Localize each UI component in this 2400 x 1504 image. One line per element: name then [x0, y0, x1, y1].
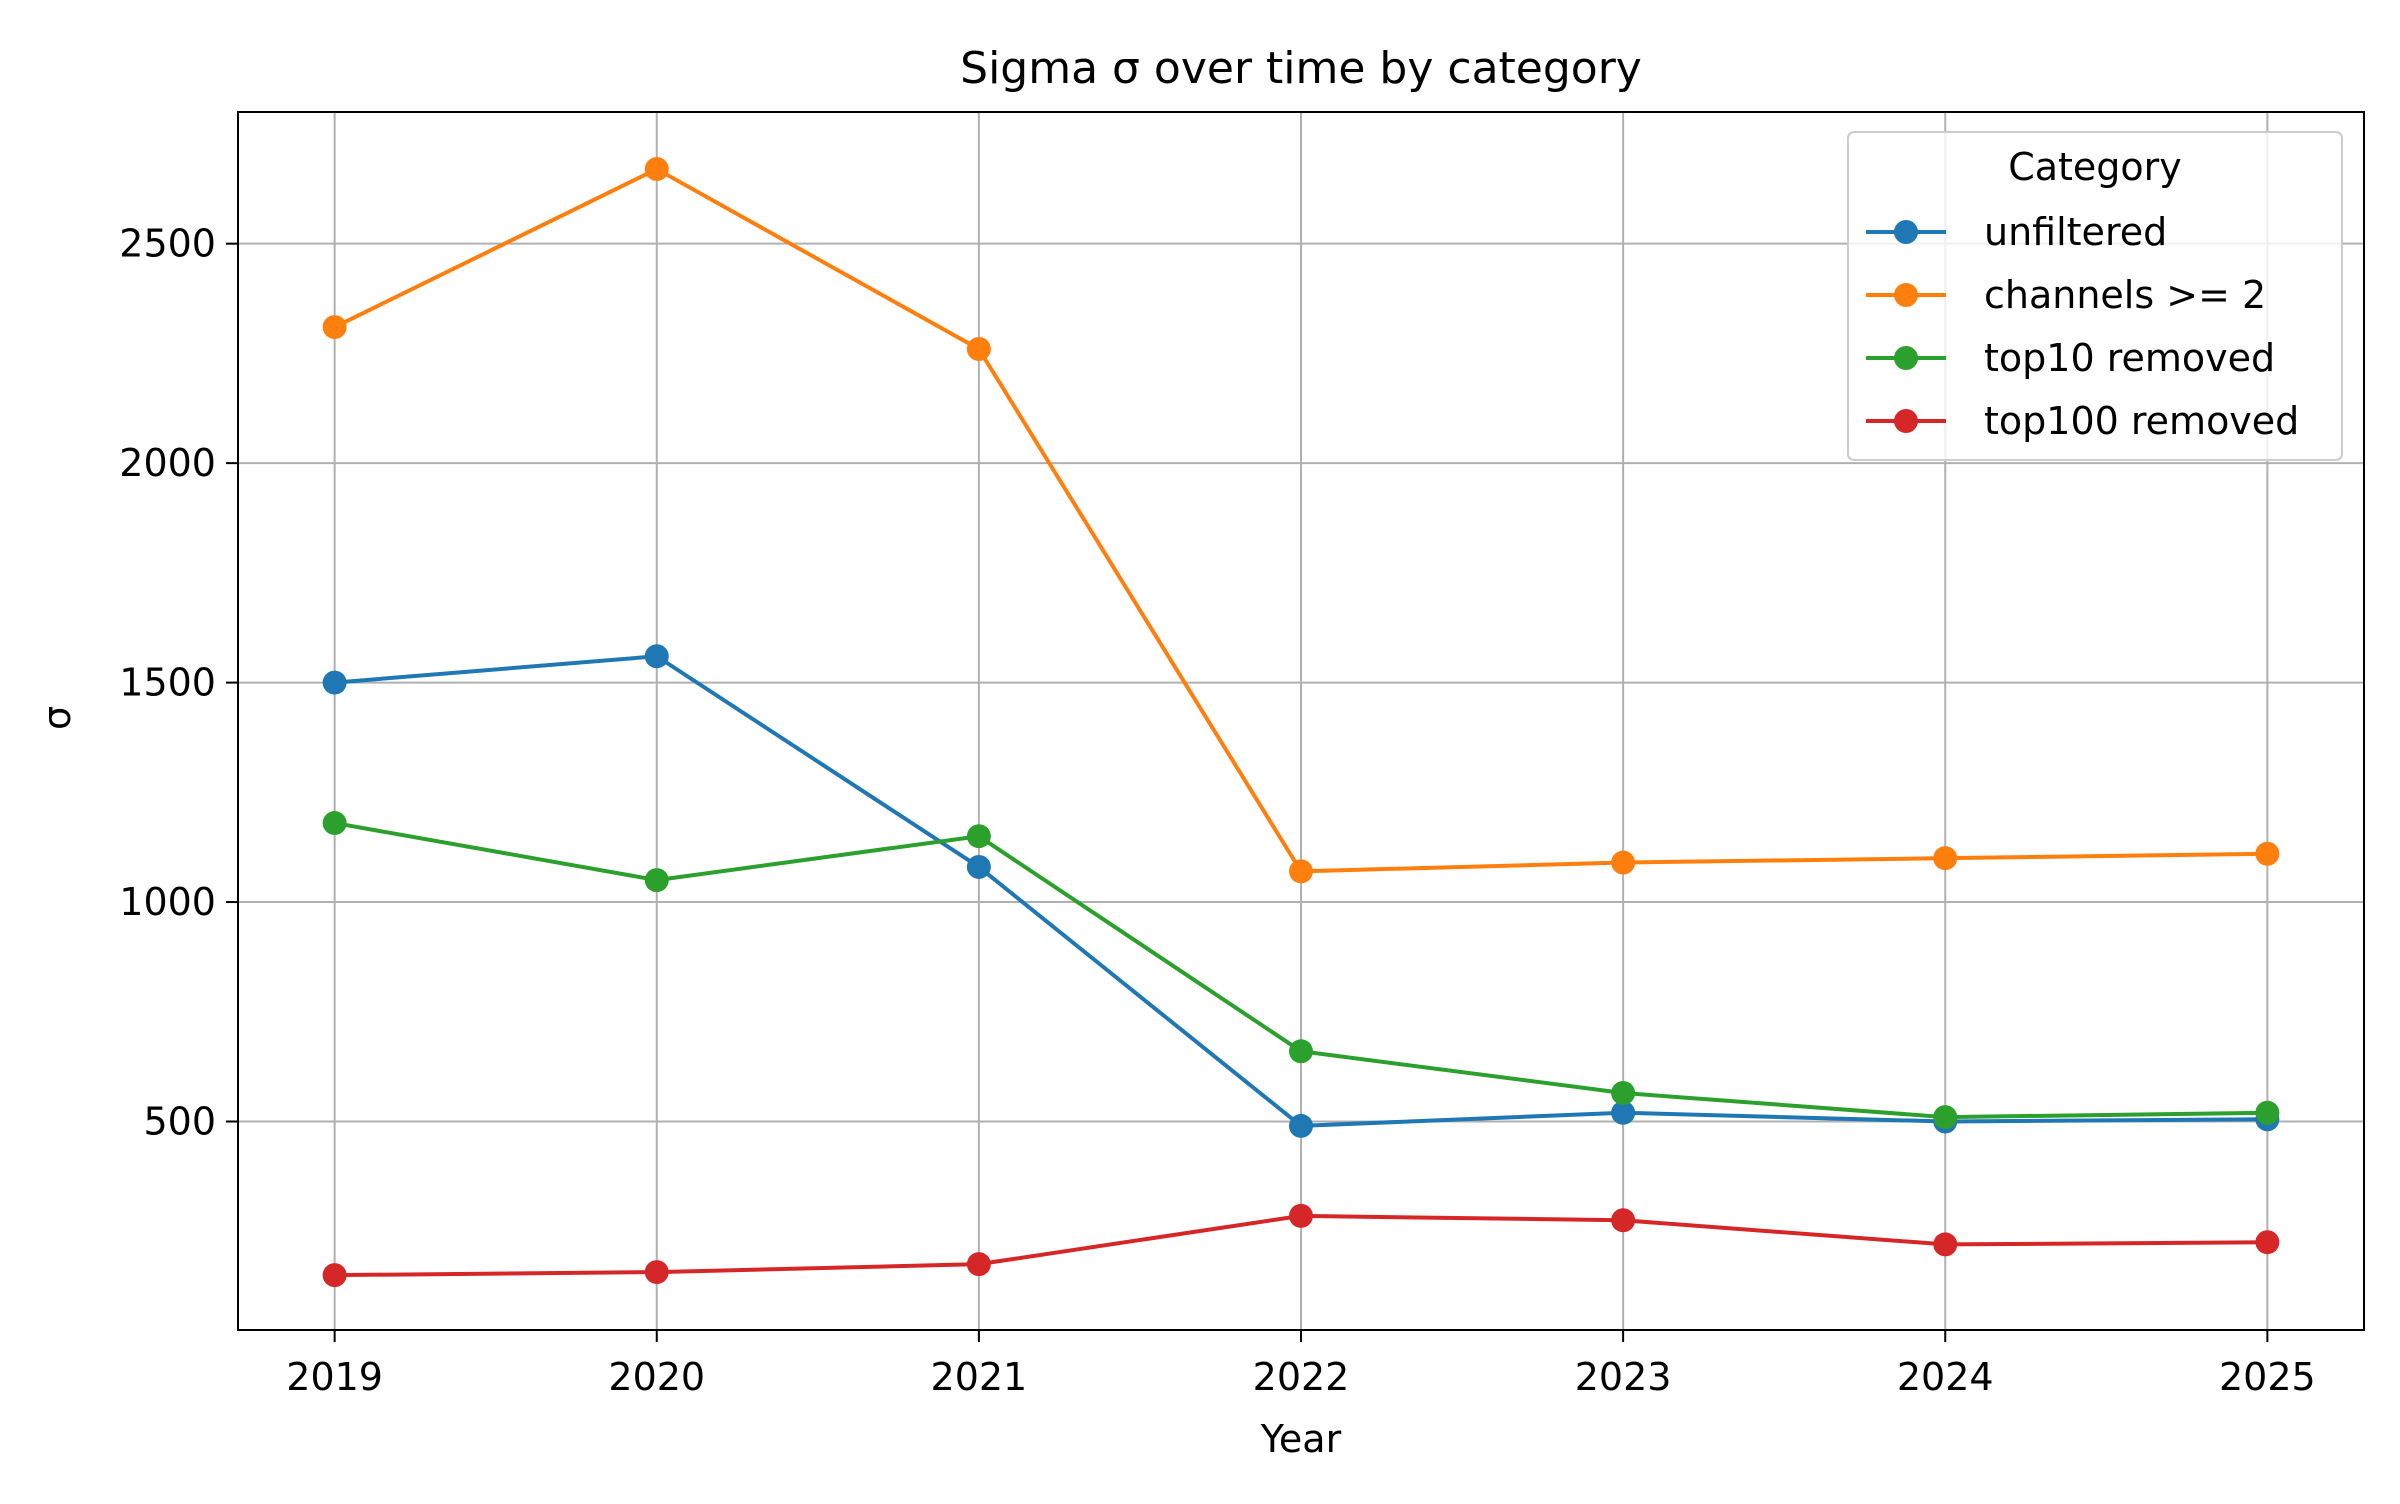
data-point-top10-removed — [966, 824, 991, 849]
data-point-top10-removed — [1933, 1105, 1958, 1130]
y-tick-label: 2000 — [119, 441, 216, 485]
chart-title: Sigma σ over time by category — [960, 43, 1642, 94]
data-point-channels-2 — [966, 337, 991, 362]
series-top10-removed — [322, 811, 2280, 1130]
legend-label: unfiltered — [1984, 210, 2167, 254]
data-point-unfiltered — [966, 854, 991, 879]
x-tick-label: 2023 — [1575, 1355, 1672, 1399]
x-axis-label: Year — [1260, 1417, 1342, 1461]
x-tick-label: 2019 — [286, 1355, 383, 1399]
legend-swatch-marker — [1894, 283, 1918, 307]
data-point-top100-removed — [644, 1260, 669, 1285]
x-tick-label: 2025 — [2219, 1355, 2316, 1399]
series-top100-removed — [322, 1203, 2280, 1288]
y-tick-label: 500 — [143, 1100, 216, 1144]
data-point-top10-removed — [322, 811, 347, 836]
series-channels-2 — [322, 157, 2280, 884]
data-point-channels-2 — [322, 315, 347, 340]
legend-label: channels >= 2 — [1984, 273, 2266, 317]
legend-item-top100-removed: top100 removed — [1866, 399, 2299, 443]
legend-item-unfiltered: unfiltered — [1866, 210, 2167, 254]
legend-item-channels-2: channels >= 2 — [1866, 273, 2266, 317]
data-point-channels-2 — [1611, 850, 1636, 875]
legend: Category unfiltered channels >= 2 top10 re… — [1847, 131, 2343, 461]
y-axis-label: σ — [35, 706, 79, 730]
data-point-unfiltered — [1289, 1113, 1313, 1138]
data-point-top100-removed — [322, 1263, 347, 1288]
legend-items: unfiltered channels >= 2 top10 removed top1… — [1866, 210, 2299, 443]
x-tick-label: 2024 — [1897, 1355, 1994, 1399]
data-point-channels-2 — [1933, 846, 1958, 871]
data-point-top10-removed — [2255, 1100, 2280, 1125]
legend-swatch-marker — [1894, 409, 1918, 433]
data-point-channels-2 — [2255, 841, 2280, 866]
data-point-unfiltered — [322, 670, 347, 695]
data-point-channels-2 — [1289, 859, 1313, 884]
legend-item-top10-removed: top10 removed — [1866, 336, 2275, 380]
y-tick-label: 2500 — [119, 222, 216, 266]
legend-box — [1847, 131, 2343, 461]
data-point-unfiltered — [1611, 1100, 1636, 1125]
data-point-top10-removed — [1289, 1039, 1313, 1064]
data-point-top100-removed — [1611, 1208, 1636, 1233]
data-point-top100-removed — [966, 1252, 991, 1277]
data-point-top100-removed — [2255, 1230, 2280, 1255]
data-point-unfiltered — [644, 644, 669, 669]
grid-layer — [238, 112, 2364, 1330]
data-point-top10-removed — [1611, 1080, 1636, 1105]
data-point-top10-removed — [644, 868, 669, 893]
data-point-top100-removed — [1289, 1203, 1313, 1228]
legend-swatch-marker — [1894, 220, 1918, 244]
legend-swatch-marker — [1894, 346, 1918, 370]
y-tick-label: 1000 — [119, 880, 216, 924]
x-tick-label: 2022 — [1253, 1355, 1350, 1399]
legend-label: top10 removed — [1984, 336, 2275, 380]
x-tick-label: 2021 — [931, 1355, 1028, 1399]
data-point-top100-removed — [1933, 1232, 1958, 1257]
data-point-channels-2 — [644, 157, 669, 182]
y-tick-label: 1500 — [119, 661, 216, 705]
legend-title: Category — [2008, 145, 2182, 189]
x-tick-label: 2020 — [608, 1355, 705, 1399]
legend-label: top100 removed — [1984, 399, 2299, 443]
tick-layer: 2019 2020 2021 2022 2023 2024 2025 500 1000 1500 2… — [119, 222, 2315, 1399]
series-layer — [322, 157, 2280, 1288]
